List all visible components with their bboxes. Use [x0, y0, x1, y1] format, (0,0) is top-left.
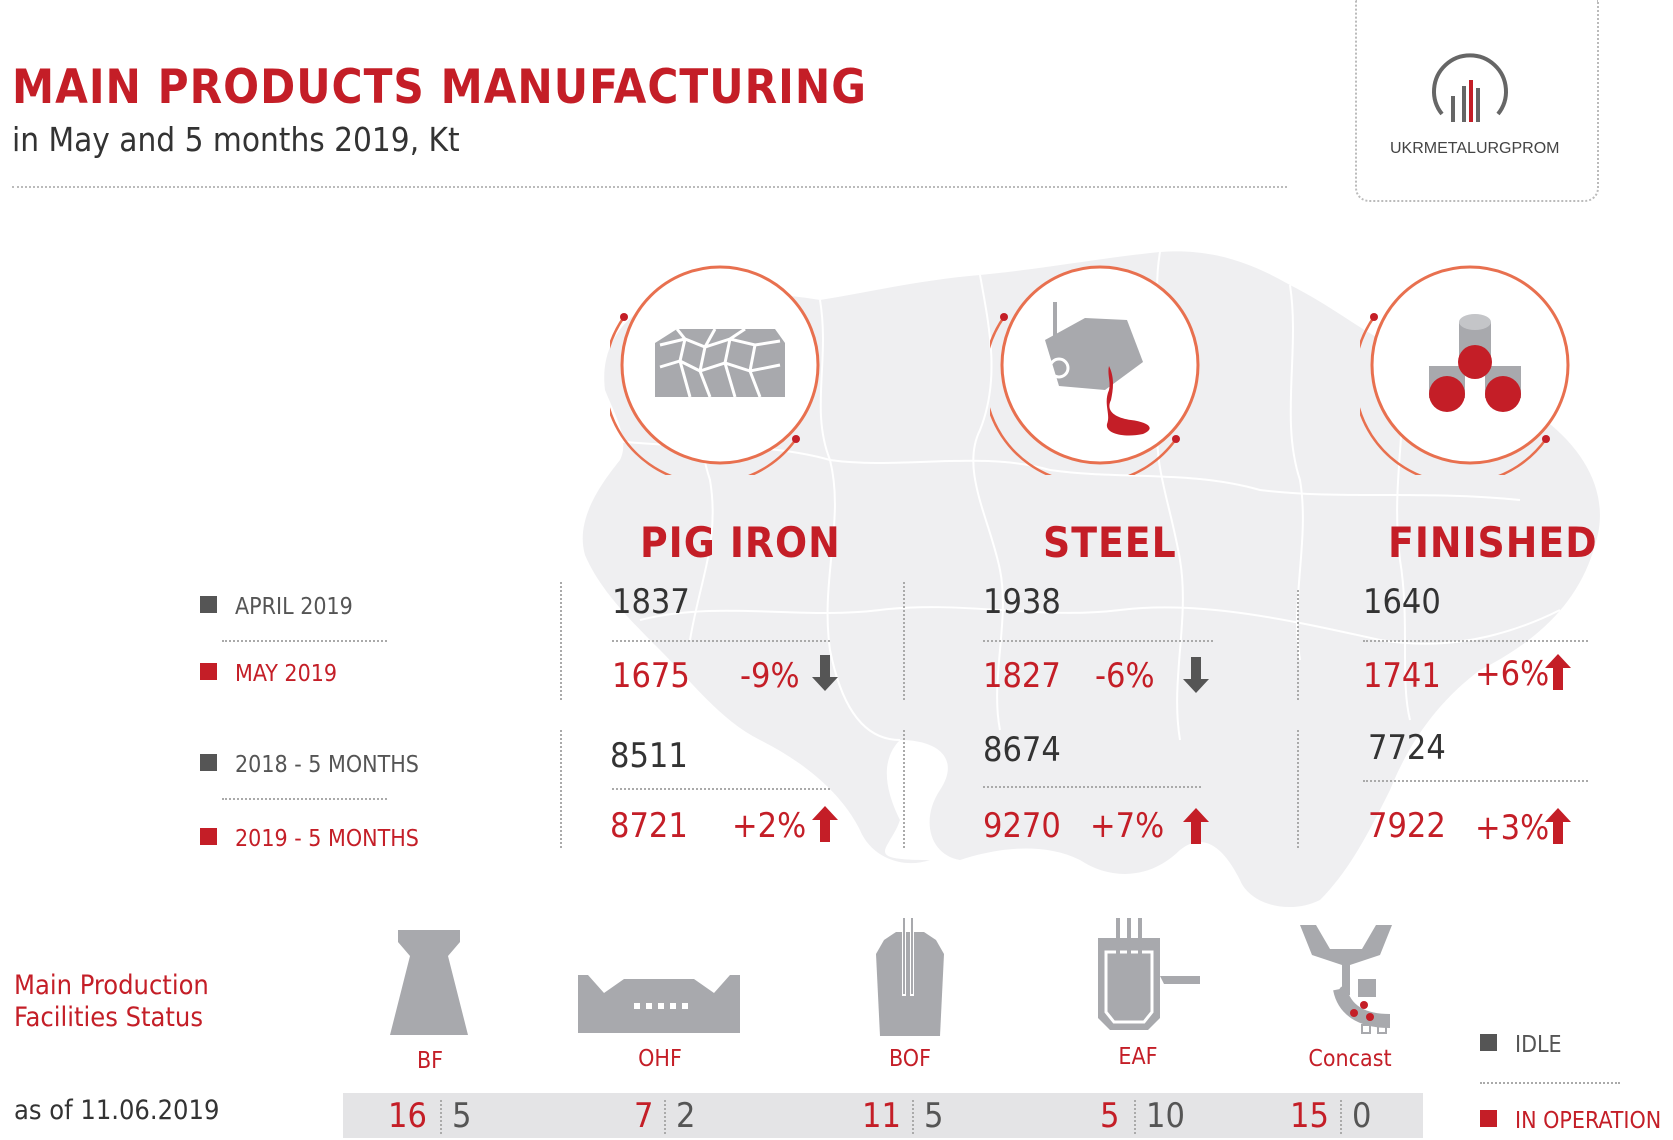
- legend-divider: [222, 798, 387, 800]
- finished-may-value: 1741: [1363, 656, 1441, 696]
- finished-title: FINISHED: [1388, 518, 1598, 567]
- facility-label-bof: BOF: [889, 1046, 931, 1072]
- count-separator: [664, 1100, 666, 1134]
- row-divider: [612, 640, 830, 642]
- count-separator: [1134, 1100, 1136, 1134]
- grey-square-icon: [200, 596, 217, 613]
- ohf-idle-count: 2: [676, 1096, 696, 1136]
- continuous-casting-icon: [1300, 925, 1392, 1034]
- facility-label-bf: BF: [416, 1048, 444, 1074]
- arrow-up-icon: [1183, 808, 1209, 844]
- bf-idle-count: 5: [452, 1096, 472, 1136]
- page-subtitle: in May and 5 months 2019, Kt: [12, 120, 460, 159]
- blast-furnace-icon: [390, 930, 468, 1035]
- grey-square-icon: [200, 754, 217, 771]
- concast-idle-count: 0: [1352, 1096, 1372, 1136]
- finished-pipes-icon: [1429, 314, 1521, 412]
- logo-mark-icon: [1432, 53, 1508, 122]
- pig-iron-separator: [560, 730, 562, 848]
- steel-ytd-change: +7%: [1090, 806, 1165, 846]
- facility-status-bar: [343, 1093, 1423, 1138]
- pig-iron-separator: [560, 582, 562, 700]
- steel-ladle-icon: [1045, 302, 1150, 436]
- legend-idle: IDLE: [1480, 1032, 1562, 1058]
- legend-2018-5-months: 2018 - 5 MONTHS: [200, 752, 419, 778]
- facility-label-concast: Concast: [1308, 1046, 1392, 1072]
- eaf-idle-count: 10: [1146, 1096, 1185, 1136]
- electric-arc-furnace-icon: [1098, 918, 1200, 1030]
- logo-text: UKRMETALURGPROM: [1390, 140, 1560, 157]
- finished-ytd-change: +3%: [1475, 808, 1550, 848]
- red-square-icon: [200, 828, 217, 845]
- legend-april-2019: APRIL 2019: [200, 594, 353, 620]
- pig-iron-monthly-change: -9%: [740, 656, 800, 696]
- bof-in-operation-count: 11: [862, 1096, 901, 1136]
- arrow-up-icon: [812, 806, 838, 842]
- finished-april-value: 1640: [1363, 582, 1441, 622]
- pig-iron-ytd-change: +2%: [732, 806, 807, 846]
- grey-square-icon: [1480, 1034, 1497, 1051]
- facility-label-eaf: EAF: [1118, 1044, 1158, 1070]
- pig-iron-2018-value: 8511: [610, 736, 688, 776]
- pig-iron-title: PIG IRON: [640, 518, 841, 567]
- red-square-icon: [1480, 1110, 1497, 1127]
- facilities-section-title: Main Production Facilities Status: [14, 970, 209, 1033]
- page-title: MAIN PRODUCTS MANUFACTURING: [12, 60, 867, 115]
- eaf-in-operation-count: 5: [1100, 1096, 1120, 1136]
- logo-box: [1355, 0, 1599, 202]
- concast-in-operation-count: 15: [1290, 1096, 1329, 1136]
- ohf-in-operation-count: 7: [634, 1096, 654, 1136]
- steel-title: STEEL: [1043, 518, 1177, 567]
- arrow-up-icon: [1545, 654, 1571, 690]
- legend-in-operation: IN OPERATION: [1480, 1108, 1661, 1134]
- count-separator: [1340, 1100, 1342, 1134]
- facility-label-ohf: OHF: [638, 1046, 682, 1072]
- steel-separator: [903, 730, 905, 848]
- count-separator: [912, 1100, 914, 1134]
- red-square-icon: [200, 663, 217, 680]
- legend-divider: [1480, 1082, 1620, 1084]
- finished-2018-value: 7724: [1368, 728, 1446, 768]
- steel-april-value: 1938: [983, 582, 1061, 622]
- pig-iron-may-value: 1675: [612, 656, 690, 696]
- pig-iron-april-value: 1837: [612, 582, 690, 622]
- basic-oxygen-furnace-icon: [876, 918, 944, 1036]
- steel-2019-value: 9270: [983, 806, 1061, 846]
- finished-separator: [1297, 590, 1299, 700]
- steel-2018-value: 8674: [983, 730, 1061, 770]
- pig-iron-2019-value: 8721: [610, 806, 688, 846]
- steel-separator: [903, 582, 905, 700]
- row-divider: [1363, 780, 1588, 782]
- legend-divider: [222, 640, 387, 642]
- bf-in-operation-count: 16: [388, 1096, 427, 1136]
- steel-monthly-change: -6%: [1095, 656, 1155, 696]
- arrow-up-icon: [1545, 808, 1571, 844]
- arrow-down-icon: [812, 655, 838, 691]
- row-divider: [983, 640, 1213, 642]
- open-hearth-furnace-icon: [578, 975, 740, 1033]
- steel-may-value: 1827: [983, 656, 1061, 696]
- row-divider: [612, 788, 830, 790]
- title-divider: [12, 186, 1287, 188]
- count-separator: [440, 1100, 442, 1134]
- row-divider: [1363, 640, 1588, 642]
- bof-idle-count: 5: [924, 1096, 944, 1136]
- finished-monthly-change: +6%: [1475, 654, 1550, 694]
- finished-separator: [1297, 730, 1299, 848]
- legend-may-2019: MAY 2019: [200, 661, 337, 687]
- legend-2019-5-months: 2019 - 5 MONTHS: [200, 826, 419, 852]
- arrow-down-icon: [1183, 657, 1209, 693]
- pig-iron-icon: [655, 327, 785, 398]
- row-divider: [983, 786, 1201, 788]
- as-of-date: as of 11.06.2019: [14, 1095, 220, 1126]
- finished-2019-value: 7922: [1368, 806, 1446, 846]
